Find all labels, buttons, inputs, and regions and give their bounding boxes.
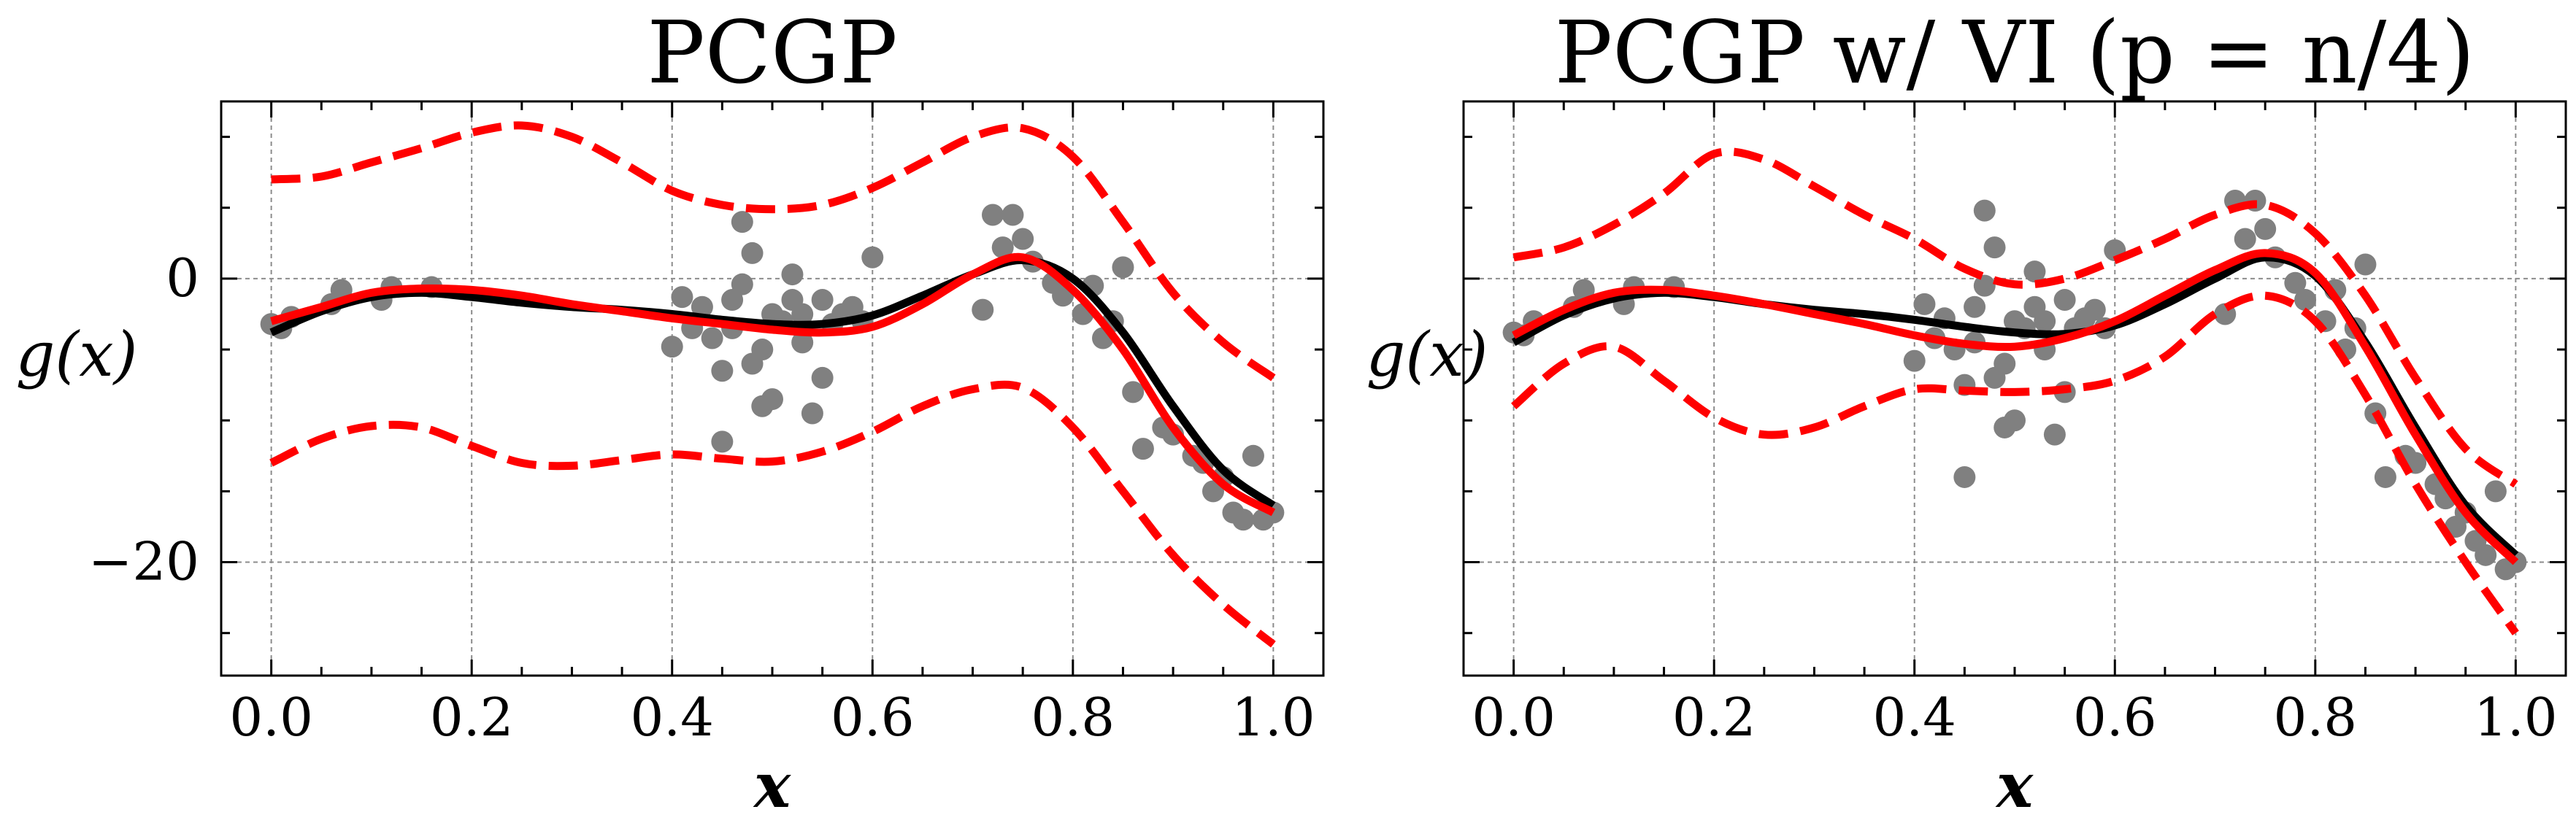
data-point [2004,409,2026,432]
data-point [781,263,804,286]
data-point [811,289,834,312]
x-tick-label: 0.0 [229,687,313,748]
data-point [791,303,814,325]
plot-panel-pcgp: 0.0 0.2 0.4 0.6 0.8 1.0 0 −20 PCGP x g(x) [16,2,1325,822]
data-point [2294,289,2317,312]
data-point [991,236,1014,259]
data-point [2023,260,2046,283]
chart-title: PCGP [647,2,897,103]
grid [221,101,1323,676]
data-point [1993,352,2016,375]
data-point [2034,310,2056,333]
mean-prediction-line [270,252,1276,517]
x-tick-label: 0.4 [1872,687,1956,748]
data-point [721,289,744,312]
tick-marks [1464,101,2566,676]
grid [1464,101,2566,676]
data-point [1964,295,1986,318]
data-point [751,339,774,361]
data-point [2484,480,2507,503]
data-point [1572,279,1595,301]
x-tick-label: 0.6 [831,687,915,748]
data-point [761,388,783,411]
data-point [661,336,683,358]
data-point [1242,444,1264,467]
chart-title: PCGP w/ VI (p = n/4) [1555,2,2475,103]
tick-marks [221,101,1323,676]
x-tick-label: 0.8 [2274,687,2358,748]
data-point [1973,199,1996,222]
x-tick-label: 0.0 [1472,687,1556,748]
data-point [1983,236,2006,259]
data-point [1913,293,1936,315]
x-tick-label: 1.0 [1231,687,1315,748]
data-point [691,295,713,318]
data-point [2475,544,2497,566]
data-point [711,430,734,453]
x-tick-label: 0.2 [1672,687,1756,748]
data-point [741,241,764,264]
x-tick-label: 0.2 [430,687,514,748]
x-tick-label: 0.4 [630,687,714,748]
data-point [2043,423,2066,446]
x-tick-label: 1.0 [2474,687,2558,748]
data-point [791,331,814,354]
data-point [731,211,753,233]
data-point [982,204,1004,226]
data-point [2234,228,2256,250]
upper-interval-line [271,121,1276,382]
plot-area [260,121,1285,648]
data-point [2374,465,2396,488]
y-tick-label: −20 [88,531,199,592]
lower-interval-line [1510,291,2519,635]
data-point [1953,465,1976,488]
data-point [1903,349,1926,372]
data-point [861,246,884,268]
data-point [2053,289,2076,312]
lower-interval-line [269,380,1276,648]
data-point [1131,438,1154,460]
upper-interval-line [1512,147,2518,488]
x-tick-label: 0.6 [2073,687,2157,748]
data-point [1122,381,1145,403]
data-point [701,327,723,349]
y-tick-label: 0 [166,247,199,309]
data-point [2284,271,2307,294]
true-function-line [269,256,1276,509]
data-point [1232,509,1255,531]
data-point [1001,204,1024,226]
data-point [1112,256,1134,279]
data-point [731,273,753,295]
data-point [811,366,834,389]
data-points-series [1502,190,2527,581]
y-axis-label: g(x) [16,319,138,390]
x-axis-label: x [753,749,791,822]
data-point [1012,228,1034,250]
data-point [671,286,693,309]
data-point [711,360,734,382]
plot-panel-pcgp-vi: 0.0 0.2 0.4 0.6 0.8 1.0 PCGP w/ VI (p = n/4) x g… [1366,2,2567,822]
x-axis-label: x [1995,749,2034,822]
data-point [2254,217,2277,240]
data-point [1973,274,1996,297]
plot-area [1502,147,2527,635]
data-point [801,402,823,425]
y-axis-label: g(x) [1366,319,1488,390]
x-tick-label: 0.8 [1031,687,1115,748]
mean-prediction-line [1512,249,2519,565]
data-point [2083,298,2106,321]
data-point [972,298,994,321]
data-point [2354,253,2377,276]
